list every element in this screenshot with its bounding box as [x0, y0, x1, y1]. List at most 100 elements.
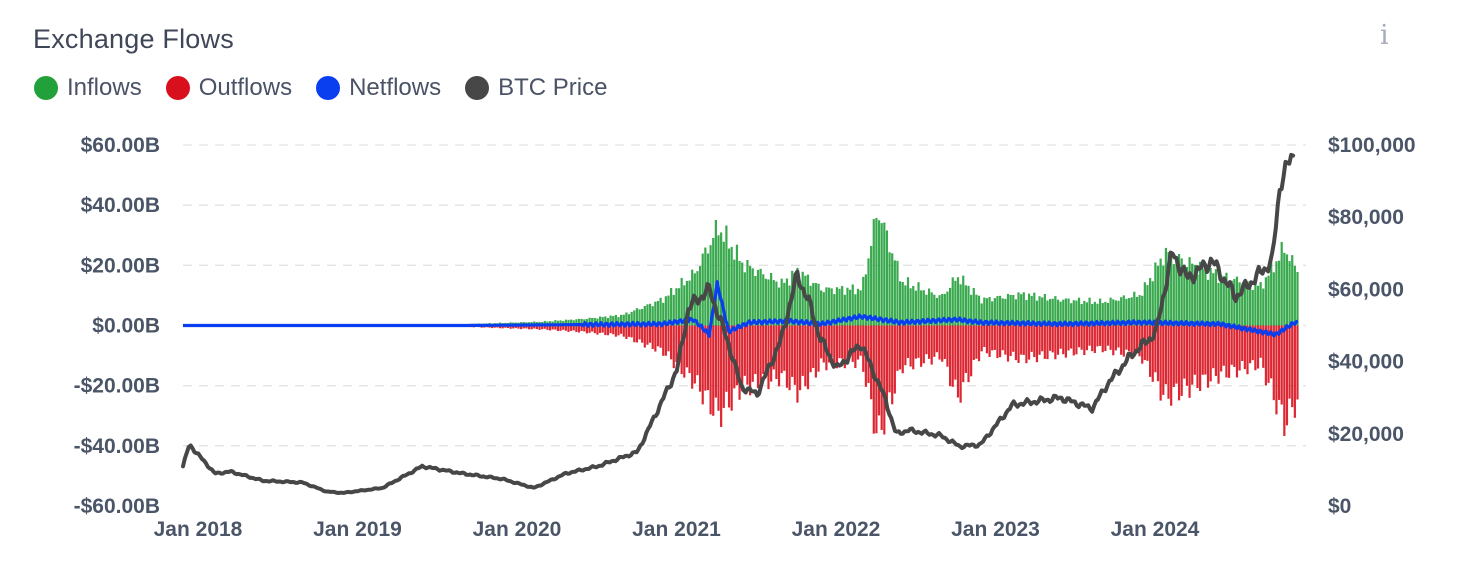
inflow-bar: [1075, 300, 1078, 326]
outflow-bar: [641, 325, 644, 343]
outflow-bar: [646, 325, 649, 345]
outflow-bar: [993, 325, 996, 350]
inflow-bar: [1267, 275, 1270, 326]
outflow-bar: [846, 325, 849, 365]
inflow-bar: [727, 248, 731, 326]
inflow-bar: [906, 277, 910, 326]
inflow-bar: [1025, 299, 1028, 326]
outflow-bar: [1283, 325, 1286, 436]
inflow-bar: [1006, 293, 1010, 326]
inflow-bar: [917, 282, 920, 326]
inflow-bar: [1196, 274, 1199, 326]
inflow-bar: [875, 217, 878, 326]
inflow-bar: [1130, 297, 1133, 326]
inflow-bar: [717, 235, 720, 326]
outflow-bar: [835, 325, 839, 369]
legend-item-netflows[interactable]: Netflows: [316, 74, 441, 102]
outflow-bar: [1222, 325, 1225, 366]
outflow-bar: [683, 325, 686, 378]
y-right-tick-label: $20,000: [1328, 423, 1404, 446]
inflow-bar: [891, 253, 894, 326]
inflow-bar: [941, 293, 944, 326]
outflow-bar: [1127, 325, 1131, 352]
inflow-bar: [730, 246, 733, 326]
outflow-bar: [543, 325, 546, 329]
outflow-bar: [1296, 325, 1299, 400]
outflow-bar: [1004, 325, 1007, 355]
outflow-bar: [883, 325, 886, 435]
outflow-bar: [954, 325, 957, 380]
info-icon[interactable]: i: [1380, 20, 1389, 51]
legend-label-netflows: Netflows: [349, 74, 442, 101]
outflow-bar: [1041, 325, 1044, 352]
outflow-bar: [622, 325, 625, 337]
legend-dot-inflows: [34, 76, 58, 100]
outflow-bar: [535, 325, 539, 329]
inflow-bar: [1262, 288, 1265, 326]
inflow-bar: [967, 285, 970, 326]
outflow-bar: [1056, 325, 1060, 355]
inflow-bar: [777, 287, 781, 326]
outflow-bar: [530, 325, 533, 330]
outflow-bar: [891, 325, 894, 405]
outflow-bar: [625, 325, 628, 339]
outflow-bar: [1122, 325, 1125, 357]
inflow-bar: [1277, 260, 1281, 326]
outflow-bar: [1164, 325, 1168, 385]
outflow-bar: [672, 325, 675, 369]
outflow-bar: [1154, 325, 1157, 373]
inflow-bar: [1230, 280, 1233, 326]
outflow-bar: [880, 325, 883, 431]
inflow-bar: [1093, 301, 1096, 326]
inflow-bar: [1146, 285, 1149, 326]
inflow-bar: [856, 288, 860, 326]
outflow-bar: [1117, 325, 1120, 348]
inflow-bar: [872, 219, 875, 326]
outflow-bar: [962, 325, 965, 383]
inflow-bar: [609, 315, 612, 326]
outflow-bar: [988, 325, 991, 357]
outflow-bar: [727, 325, 731, 408]
inflow-bar: [746, 259, 749, 326]
outflow-bar: [1083, 325, 1086, 356]
outflow-bar: [588, 325, 591, 333]
btc-price-line-group: [181, 152, 1296, 495]
outflow-bar: [554, 325, 557, 330]
legend-item-btc-price[interactable]: BTC Price: [465, 74, 607, 102]
outflow-bar: [756, 325, 760, 389]
inflow-bar: [1256, 285, 1260, 326]
inflow-bar: [846, 287, 849, 326]
outflow-bar: [704, 325, 707, 391]
outflow-bar: [738, 325, 741, 400]
outflow-bar: [551, 325, 554, 330]
inflow-bar: [1106, 302, 1110, 326]
outflow-bar: [1096, 325, 1099, 347]
outflow-bar: [967, 325, 970, 383]
inflow-bar: [804, 275, 807, 326]
inflow-bar: [827, 287, 831, 326]
outflow-bar: [1177, 325, 1181, 401]
outflow-bar: [1159, 325, 1162, 401]
outflow-bar: [925, 325, 928, 355]
inflow-bar: [938, 295, 941, 326]
outflow-bar: [943, 325, 946, 359]
inflow-bar: [1112, 299, 1115, 326]
chart-legend: Inflows Outflows Netflows BTC Price: [34, 72, 631, 104]
inflow-bar: [635, 308, 639, 326]
outflow-bar: [859, 325, 862, 356]
outflow-bar: [585, 325, 589, 334]
outflow-bar: [956, 325, 960, 398]
outflow-bar: [1185, 325, 1189, 386]
outflow-bar: [751, 325, 754, 382]
outflow-bar: [1014, 325, 1017, 361]
legend-item-outflows[interactable]: Outflows: [165, 74, 292, 102]
outflow-bar: [985, 325, 989, 354]
outflow-bar: [920, 325, 923, 367]
outflow-bar: [730, 325, 733, 411]
inflow-bar: [1185, 267, 1189, 326]
legend-item-inflows[interactable]: Inflows: [34, 74, 142, 102]
inflow-bar: [1264, 277, 1268, 326]
y-left-tick-label: $40.00B: [81, 194, 160, 217]
outflow-bar: [1204, 325, 1207, 375]
